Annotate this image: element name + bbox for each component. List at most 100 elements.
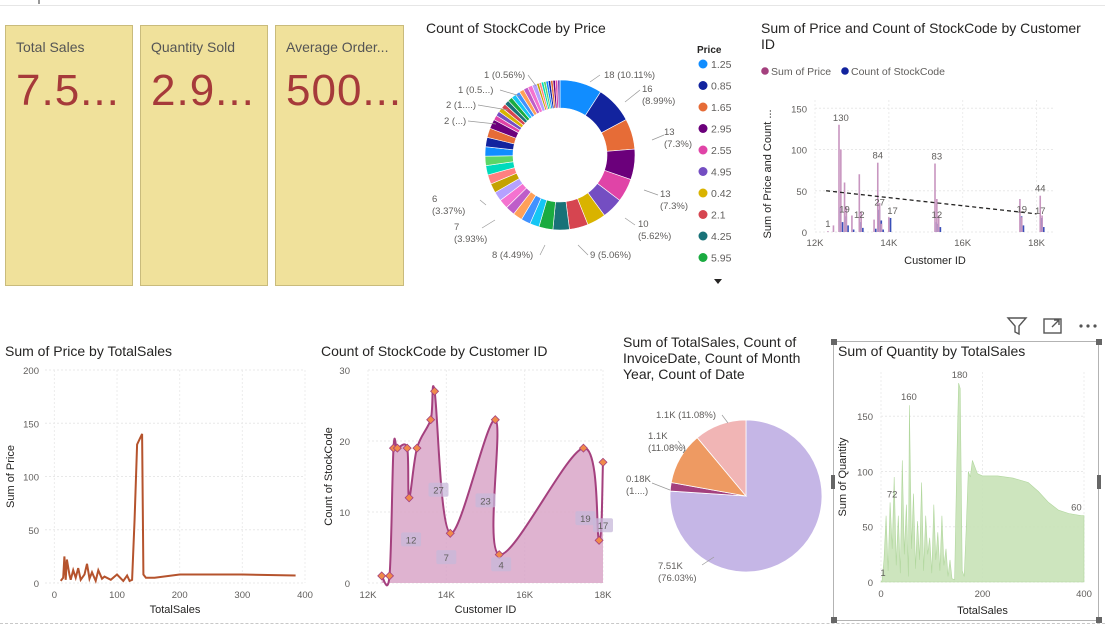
bar-sum-price	[878, 203, 881, 232]
pie-chart[interactable]: 7.51K(76.03%) 0.18K(1....) 1.1K(11.08%) 1.1…	[618, 395, 833, 617]
bar-sum-price	[832, 225, 835, 232]
data-label: 12	[854, 210, 865, 221]
y-tick-label: 150	[23, 419, 39, 430]
price-line	[59, 433, 296, 585]
legend-marker	[698, 167, 708, 176]
x-tick-label: 12K	[807, 238, 825, 249]
data-point	[490, 415, 500, 425]
kpi-value: 7.5...	[16, 66, 120, 115]
data-label: 44	[1035, 184, 1046, 195]
focus-mode-icon[interactable]	[1042, 316, 1064, 336]
leader-line	[527, 74, 537, 87]
top-mark	[38, 0, 40, 4]
legend-label: 1.25	[711, 59, 732, 71]
more-options-icon[interactable]	[1076, 316, 1100, 336]
resize-handle[interactable]	[1096, 339, 1102, 345]
x-tick-label: 0	[878, 589, 883, 600]
legend-marker	[698, 253, 708, 262]
kpi-card-average-order[interactable]: Average Order... 500...	[275, 25, 404, 286]
kpi-card-total-sales[interactable]: Total Sales 7.5...	[5, 25, 133, 286]
x-tick-label: 0	[52, 590, 57, 601]
data-point	[426, 415, 436, 425]
y-tick-label: 10	[339, 508, 350, 519]
x-tick-label: 200	[975, 589, 991, 600]
data-label-bg	[401, 532, 422, 547]
y-tick-label: 0	[34, 579, 39, 590]
resize-handle[interactable]	[831, 617, 837, 623]
x-tick-label: 400	[1076, 589, 1092, 600]
pie-data-label: (11.08%)	[648, 443, 686, 454]
data-label: 1	[825, 219, 830, 230]
donut-data-label: 13	[660, 189, 671, 200]
pie-slice	[696, 419, 747, 498]
leader-line	[577, 244, 589, 256]
bar-sum-price	[860, 211, 862, 232]
pie-data-label: (76.03%)	[658, 573, 697, 584]
quantity-area-chart[interactable]: 0 50 100 150 0 200 400 72 160 180 60 1 TotalSales Sum…	[834, 362, 1096, 620]
data-label: 12	[932, 210, 943, 221]
top-divider	[0, 5, 1105, 6]
x-tick-label: 14K	[880, 238, 898, 249]
x-tick-label: 100	[109, 590, 125, 601]
y-axis-title: Count of StockCode	[323, 427, 335, 525]
donut-data-label: 2 (1....)	[446, 100, 476, 111]
pie-data-label: 1.1K (11.08%)	[656, 410, 716, 421]
legend-marker	[698, 102, 708, 112]
area-chart[interactable]: 0 10 20 30 12K 14K 16K 18K 12 27 7 23 4 19 17 Customer …	[318, 360, 618, 622]
legend-marker	[698, 59, 708, 69]
x-tick-label: 400	[297, 590, 313, 601]
donut-chart[interactable]: 18 (10.11%)16(8.99%)13(7.3%)13(7.3%)10(5…	[420, 40, 750, 290]
bar-count-stockcode	[862, 227, 864, 232]
bar-sum-price	[840, 149, 842, 232]
line-chart[interactable]: 0 50 100 150 200 0 100 200 300 400 TotalSales Sum o…	[0, 360, 320, 622]
leader-line	[481, 219, 496, 229]
data-label: 60	[1071, 503, 1082, 514]
leader-line	[624, 89, 641, 103]
legend-label: 5.95	[711, 253, 732, 265]
bar-sum-price	[843, 182, 846, 232]
data-label: 130	[833, 113, 849, 124]
resize-handle[interactable]	[831, 475, 835, 489]
data-label: 160	[901, 392, 917, 403]
data-point	[494, 550, 504, 560]
bar-sum-price	[888, 217, 890, 232]
quantity-area	[880, 383, 1085, 583]
donut-data-label: 18 (10.11%)	[604, 70, 655, 81]
legend-marker	[698, 188, 708, 198]
data-label: 17	[598, 521, 609, 532]
bar-sum-price	[845, 207, 848, 232]
data-point	[404, 493, 414, 503]
filter-icon[interactable]	[1006, 316, 1028, 336]
kpi-value: 2.9...	[151, 66, 255, 115]
y-tick-label: 150	[857, 412, 873, 423]
x-axis-title: TotalSales	[150, 604, 201, 616]
data-label: 17	[887, 206, 898, 217]
combo-chart[interactable]: Sum of Price Count of StockCode 0 50 100 150 1…	[755, 60, 1100, 270]
data-label: 12	[406, 535, 417, 546]
y-tick-label: 20	[339, 437, 350, 448]
data-point	[385, 571, 395, 581]
legend-marker	[698, 145, 708, 155]
y-axis-title: Sum of Quantity	[837, 437, 849, 516]
bar-count-stockcode	[882, 229, 884, 232]
kpi-card-quantity-sold[interactable]: Quantity Sold 2.9...	[140, 25, 268, 286]
bar-sum-price	[876, 162, 879, 232]
bar-count-stockcode	[874, 228, 877, 232]
pie-data-label: (1....)	[626, 486, 648, 497]
bar-count-stockcode	[939, 227, 942, 232]
bar-sum-price	[1041, 215, 1043, 232]
resize-handle[interactable]	[1097, 475, 1101, 489]
y-tick-label: 50	[862, 523, 873, 534]
kpi-label: Total Sales	[16, 39, 85, 55]
data-label: 19	[1016, 204, 1027, 215]
y-tick-label: 100	[857, 467, 873, 478]
legend-label: 2.95	[711, 124, 732, 136]
legend-label: 0.42	[711, 188, 732, 200]
data-point	[392, 443, 402, 453]
resize-handle[interactable]	[1096, 617, 1102, 623]
donut-data-label: (7.3%)	[664, 139, 692, 150]
data-label: 1	[880, 568, 885, 579]
resize-handle[interactable]	[831, 339, 837, 345]
data-label: 83	[932, 152, 943, 163]
pie-data-label: 1.1K	[648, 431, 668, 442]
